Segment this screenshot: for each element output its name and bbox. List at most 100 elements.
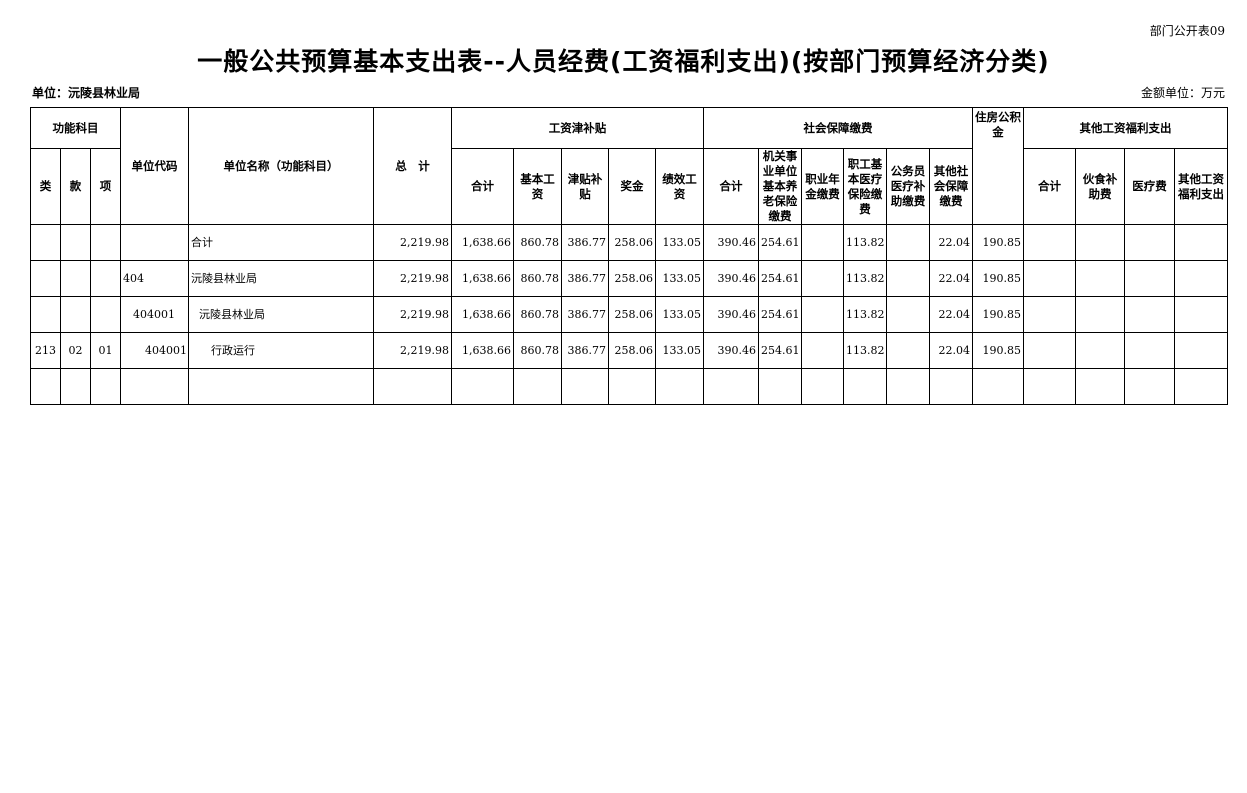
cell-civil-medical bbox=[886, 260, 930, 297]
cell-civil-medical bbox=[886, 332, 930, 369]
cell-total bbox=[373, 368, 452, 405]
header-medical: 职工基本医疗保险缴费 bbox=[843, 148, 887, 225]
header-pension: 机关事业单位基本养老保险缴费 bbox=[758, 148, 802, 225]
cell-pension bbox=[758, 368, 802, 405]
cell-medical bbox=[843, 368, 887, 405]
cell-other-welfare bbox=[1174, 296, 1229, 333]
cell-code bbox=[120, 368, 189, 405]
cell-basic bbox=[513, 368, 562, 405]
cell-kuan bbox=[60, 224, 91, 261]
cell-medical-fee bbox=[1124, 224, 1176, 261]
cell-wage-total: 1,638.66 bbox=[451, 296, 514, 333]
cell-bonus: 258.06 bbox=[608, 260, 656, 297]
cell-civil-medical bbox=[886, 296, 930, 333]
cell-other-ss: 22.04 bbox=[928, 260, 974, 297]
cell-basic: 860.78 bbox=[513, 224, 562, 261]
header-func: 功能科目 bbox=[30, 107, 121, 149]
cell-allowance: 386.77 bbox=[561, 224, 609, 261]
cell-lei bbox=[30, 368, 61, 405]
table-row: 404001 沅陵县林业局 2,219.98 1,638.66 860.78 386.77… bbox=[30, 296, 1229, 333]
cell-ss-total: 390.46 bbox=[703, 332, 759, 369]
header-other: 其他工资福利支出 bbox=[1023, 107, 1229, 149]
cell-medical: 113.82 bbox=[843, 296, 887, 333]
cell-performance: 133.05 bbox=[655, 224, 704, 261]
cell-total: 2,219.98 bbox=[373, 224, 452, 261]
cell-other-total bbox=[1023, 224, 1077, 261]
cell-other-total bbox=[1023, 260, 1077, 297]
cell-name: 合计 bbox=[188, 224, 374, 261]
cell-occupational bbox=[801, 332, 844, 369]
cell-code: 404001 bbox=[120, 332, 189, 369]
header-housing: 住房公积金 bbox=[972, 107, 1025, 225]
cell-other-total bbox=[1023, 368, 1077, 405]
cell-other-welfare bbox=[1174, 224, 1229, 261]
budget-table: 功能科目 单位代码 单位名称（功能科目） 总 计 工资津补贴 社会保障缴费 住房… bbox=[30, 107, 1229, 405]
cell-occupational bbox=[801, 260, 844, 297]
cell-ss-total bbox=[703, 368, 759, 405]
cell-bonus bbox=[608, 368, 656, 405]
cell-medical: 113.82 bbox=[843, 260, 887, 297]
cell-kuan: 02 bbox=[60, 332, 91, 369]
cell-pension: 254.61 bbox=[758, 332, 802, 369]
header-wage: 工资津补贴 bbox=[451, 107, 704, 149]
cell-wage-total: 1,638.66 bbox=[451, 260, 514, 297]
cell-civil-medical bbox=[886, 224, 930, 261]
header-name: 单位名称（功能科目） bbox=[188, 107, 374, 225]
cell-lei bbox=[30, 260, 61, 297]
cell-other-welfare bbox=[1174, 260, 1229, 297]
cell-wage-total: 1,638.66 bbox=[451, 224, 514, 261]
cell-housing: 190.85 bbox=[972, 224, 1025, 261]
cell-kuan bbox=[60, 368, 91, 405]
cell-medical-fee bbox=[1124, 368, 1176, 405]
cell-total: 2,219.98 bbox=[373, 296, 452, 333]
cell-lei bbox=[30, 296, 61, 333]
header-ss: 社会保障缴费 bbox=[702, 107, 974, 149]
cell-housing: 190.85 bbox=[972, 332, 1025, 369]
cell-other-ss: 22.04 bbox=[928, 332, 974, 369]
header-wage-total: 合计 bbox=[451, 148, 514, 225]
cell-pension: 254.61 bbox=[758, 224, 802, 261]
form-number: 部门公开表09 bbox=[1149, 24, 1225, 38]
header-basic: 基本工资 bbox=[513, 148, 562, 225]
header-civil-medical: 公务员医疗补助缴费 bbox=[886, 148, 930, 225]
cell-name: 沅陵县林业局 bbox=[188, 296, 374, 333]
cell-occupational bbox=[801, 296, 844, 333]
cell-ss-total: 390.46 bbox=[703, 296, 759, 333]
cell-pension: 254.61 bbox=[758, 296, 802, 333]
header-other-ss: 其他社会保障缴费 bbox=[928, 148, 974, 225]
unit-label: 单位：沅陵县林业局 bbox=[32, 86, 141, 100]
cell-lei bbox=[30, 224, 61, 261]
cell-medical-fee bbox=[1124, 332, 1176, 369]
header-performance: 绩效工资 bbox=[655, 148, 704, 225]
header-bonus: 奖金 bbox=[608, 148, 656, 225]
cell-housing bbox=[972, 368, 1025, 405]
cell-code: 404001 bbox=[120, 296, 189, 333]
cell-ss-total: 390.46 bbox=[703, 260, 759, 297]
cell-medical-fee bbox=[1124, 296, 1176, 333]
cell-other-total bbox=[1023, 296, 1077, 333]
header-ss-total: 合计 bbox=[703, 148, 759, 225]
cell-other-ss: 22.04 bbox=[928, 224, 974, 261]
cell-total: 2,219.98 bbox=[373, 260, 452, 297]
cell-medical: 113.82 bbox=[843, 224, 887, 261]
cell-allowance: 386.77 bbox=[561, 260, 609, 297]
cell-kuan bbox=[60, 260, 91, 297]
cell-meal bbox=[1075, 332, 1126, 369]
cell-xiang: 01 bbox=[90, 332, 121, 369]
money-unit-label: 金额单位：万元 bbox=[1140, 86, 1225, 100]
cell-housing: 190.85 bbox=[972, 296, 1025, 333]
cell-xiang bbox=[90, 368, 121, 405]
cell-housing: 190.85 bbox=[972, 260, 1025, 297]
header-occupational: 职业年金缴费 bbox=[801, 148, 844, 225]
cell-other-ss: 22.04 bbox=[928, 296, 974, 333]
cell-pension: 254.61 bbox=[758, 260, 802, 297]
cell-xiang bbox=[90, 260, 121, 297]
cell-performance: 133.05 bbox=[655, 260, 704, 297]
cell-meal bbox=[1075, 224, 1126, 261]
header-allowance: 津贴补贴 bbox=[561, 148, 609, 225]
cell-allowance: 386.77 bbox=[561, 296, 609, 333]
cell-meal bbox=[1075, 296, 1126, 333]
cell-performance bbox=[655, 368, 704, 405]
cell-name bbox=[188, 368, 374, 405]
cell-allowance: 386.77 bbox=[561, 332, 609, 369]
